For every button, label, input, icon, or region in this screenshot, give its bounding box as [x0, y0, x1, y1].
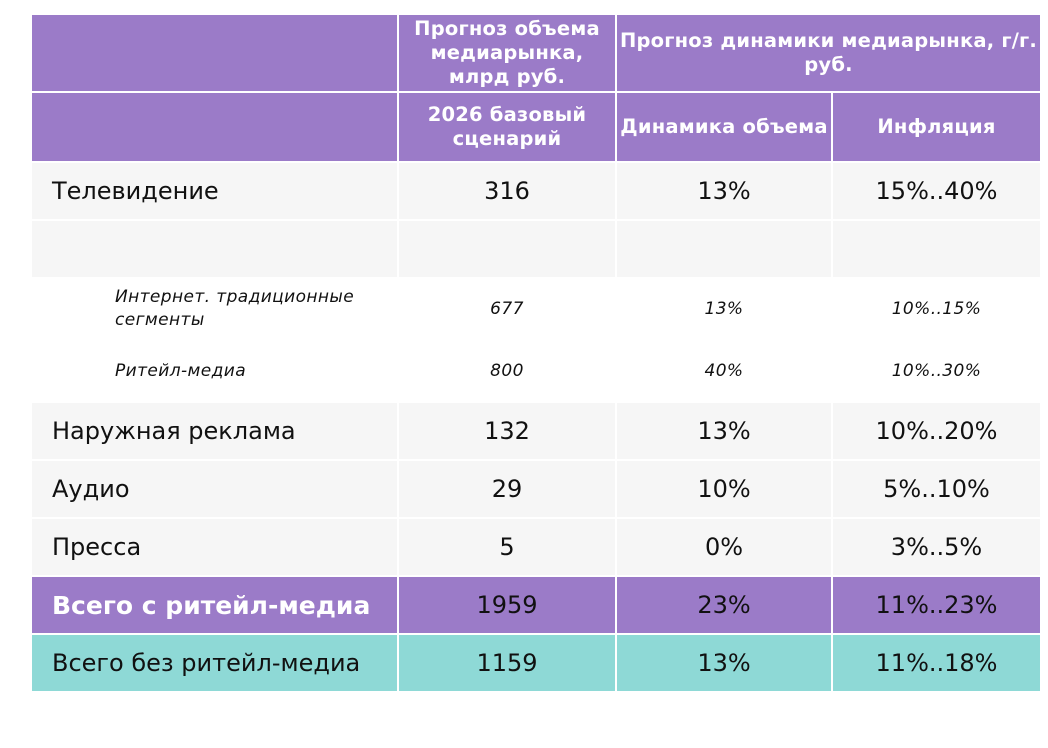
media-market-forecast-table: Прогноз объема медиарынка, млрд руб. Про… — [30, 13, 1043, 693]
row-volume: 29 — [397, 459, 617, 519]
row-inflation: 15%..40% — [830, 161, 1043, 221]
row-volume: 677 — [397, 277, 617, 341]
row-dynamics: 23% — [615, 575, 833, 635]
table-row-press: Пресса 5 0% 3%..5% — [30, 517, 1043, 577]
row-label: Аудио — [30, 459, 399, 519]
row-label: Всего без ритейл-медиа — [30, 633, 399, 693]
row-dynamics: 13% — [615, 277, 833, 341]
row-volume: 800 — [397, 339, 617, 403]
row-inflation: 3%..5% — [830, 517, 1043, 577]
header-volume-forecast: Прогноз объема медиарынка, млрд руб. — [397, 13, 617, 93]
table-row-audio: Аудио 29 10% 5%..10% — [30, 459, 1043, 519]
row-label: Интернет. традиционные сегменты — [30, 277, 399, 341]
table-row-retail-media: Ритейл-медиа 800 40% 10%..30% — [30, 339, 1043, 403]
header-dynamics-forecast: Прогноз динамики медиарынка, г/г. руб. — [614, 13, 1043, 93]
header-scenario: 2026 базовый сценарий — [397, 91, 617, 163]
row-dynamics: 10% — [615, 459, 833, 519]
empty-cell — [615, 219, 833, 279]
row-dynamics: 13% — [615, 161, 833, 221]
header-empty-cell — [30, 13, 399, 93]
row-label: Телевидение — [30, 161, 399, 221]
row-volume: 316 — [397, 161, 617, 221]
header-empty-cell — [30, 91, 399, 163]
row-dynamics: 13% — [615, 401, 833, 461]
header-inflation: Инфляция — [830, 91, 1043, 163]
row-label: Наружная реклама — [30, 401, 399, 461]
empty-cell — [397, 219, 617, 279]
row-label: Всего с ритейл-медиа — [30, 575, 399, 635]
row-inflation: 10%..15% — [830, 277, 1043, 341]
table-row-internet-traditional: Интернет. традиционные сегменты 677 13% … — [30, 277, 1043, 341]
row-volume: 5 — [397, 517, 617, 577]
row-volume: 1959 — [397, 575, 617, 635]
row-inflation: 11%..23% — [830, 575, 1043, 635]
header-row-top: Прогноз объема медиарынка, млрд руб. Про… — [30, 13, 1043, 93]
row-inflation: 5%..10% — [830, 459, 1043, 519]
row-label: Пресса — [30, 517, 399, 577]
empty-cell — [830, 219, 1043, 279]
row-label: Ритейл-медиа — [30, 339, 399, 403]
row-dynamics: 0% — [615, 517, 833, 577]
row-dynamics: 40% — [615, 339, 833, 403]
header-row-sub: 2026 базовый сценарий Динамика объема Ин… — [30, 91, 1043, 163]
empty-cell — [30, 219, 399, 279]
row-inflation: 10%..30% — [830, 339, 1043, 403]
row-volume: 1159 — [397, 633, 617, 693]
header-volume-dynamics: Динамика объема — [615, 91, 833, 163]
table-row-total-with-retail: Всего с ритейл-медиа 1959 23% 11%..23% — [30, 575, 1043, 635]
row-inflation: 10%..20% — [830, 401, 1043, 461]
row-volume: 132 — [397, 401, 617, 461]
row-dynamics: 13% — [615, 633, 833, 693]
table-row-tv: Телевидение 316 13% 15%..40% — [30, 161, 1043, 221]
table-row-outdoor: Наружная реклама 132 13% 10%..20% — [30, 401, 1043, 461]
table-row-total-without-retail: Всего без ритейл-медиа 1159 13% 11%..18% — [30, 633, 1043, 693]
table-row-empty — [30, 219, 1043, 279]
row-inflation: 11%..18% — [830, 633, 1043, 693]
